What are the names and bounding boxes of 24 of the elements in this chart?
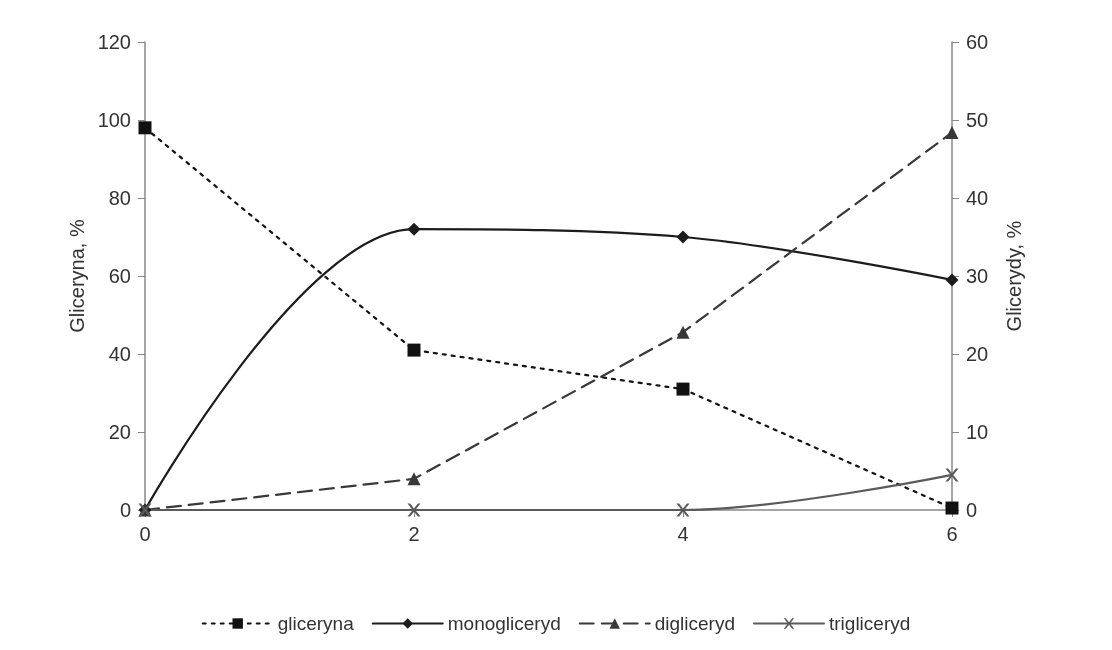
x-tick-label: 6 [946, 523, 958, 545]
y2-tick-label: 50 [966, 109, 989, 131]
x-tick-label: 0 [139, 523, 151, 545]
y-tick-label: 100 [97, 109, 131, 131]
legend-label: trigliceryd [829, 613, 911, 634]
y-tick-label: 80 [108, 187, 131, 209]
y-tick-label: 60 [108, 265, 131, 287]
x-tick-label: 4 [677, 523, 689, 545]
y2-tick-label: 10 [966, 421, 989, 443]
y-tick-label: 40 [108, 343, 131, 365]
legend-label: monogliceryd [447, 613, 561, 634]
y-tick-label: 120 [97, 31, 131, 53]
y2-tick-label: 40 [966, 187, 989, 209]
y2-tick-label: 30 [966, 265, 989, 287]
y-tick-label: 0 [119, 499, 131, 521]
y-tick-label: 20 [108, 421, 131, 443]
x-tick-label: 2 [408, 523, 420, 545]
y2-axis-title: Glicerydy, % [1003, 220, 1025, 332]
y2-tick-label: 0 [966, 499, 978, 521]
y2-tick-label: 20 [966, 343, 989, 365]
legend-label: gliceryna [277, 613, 355, 634]
y-axis-title: Gliceryna, % [65, 219, 88, 333]
y2-tick-label: 60 [966, 31, 989, 53]
legend-label: digliceryd [654, 613, 736, 634]
